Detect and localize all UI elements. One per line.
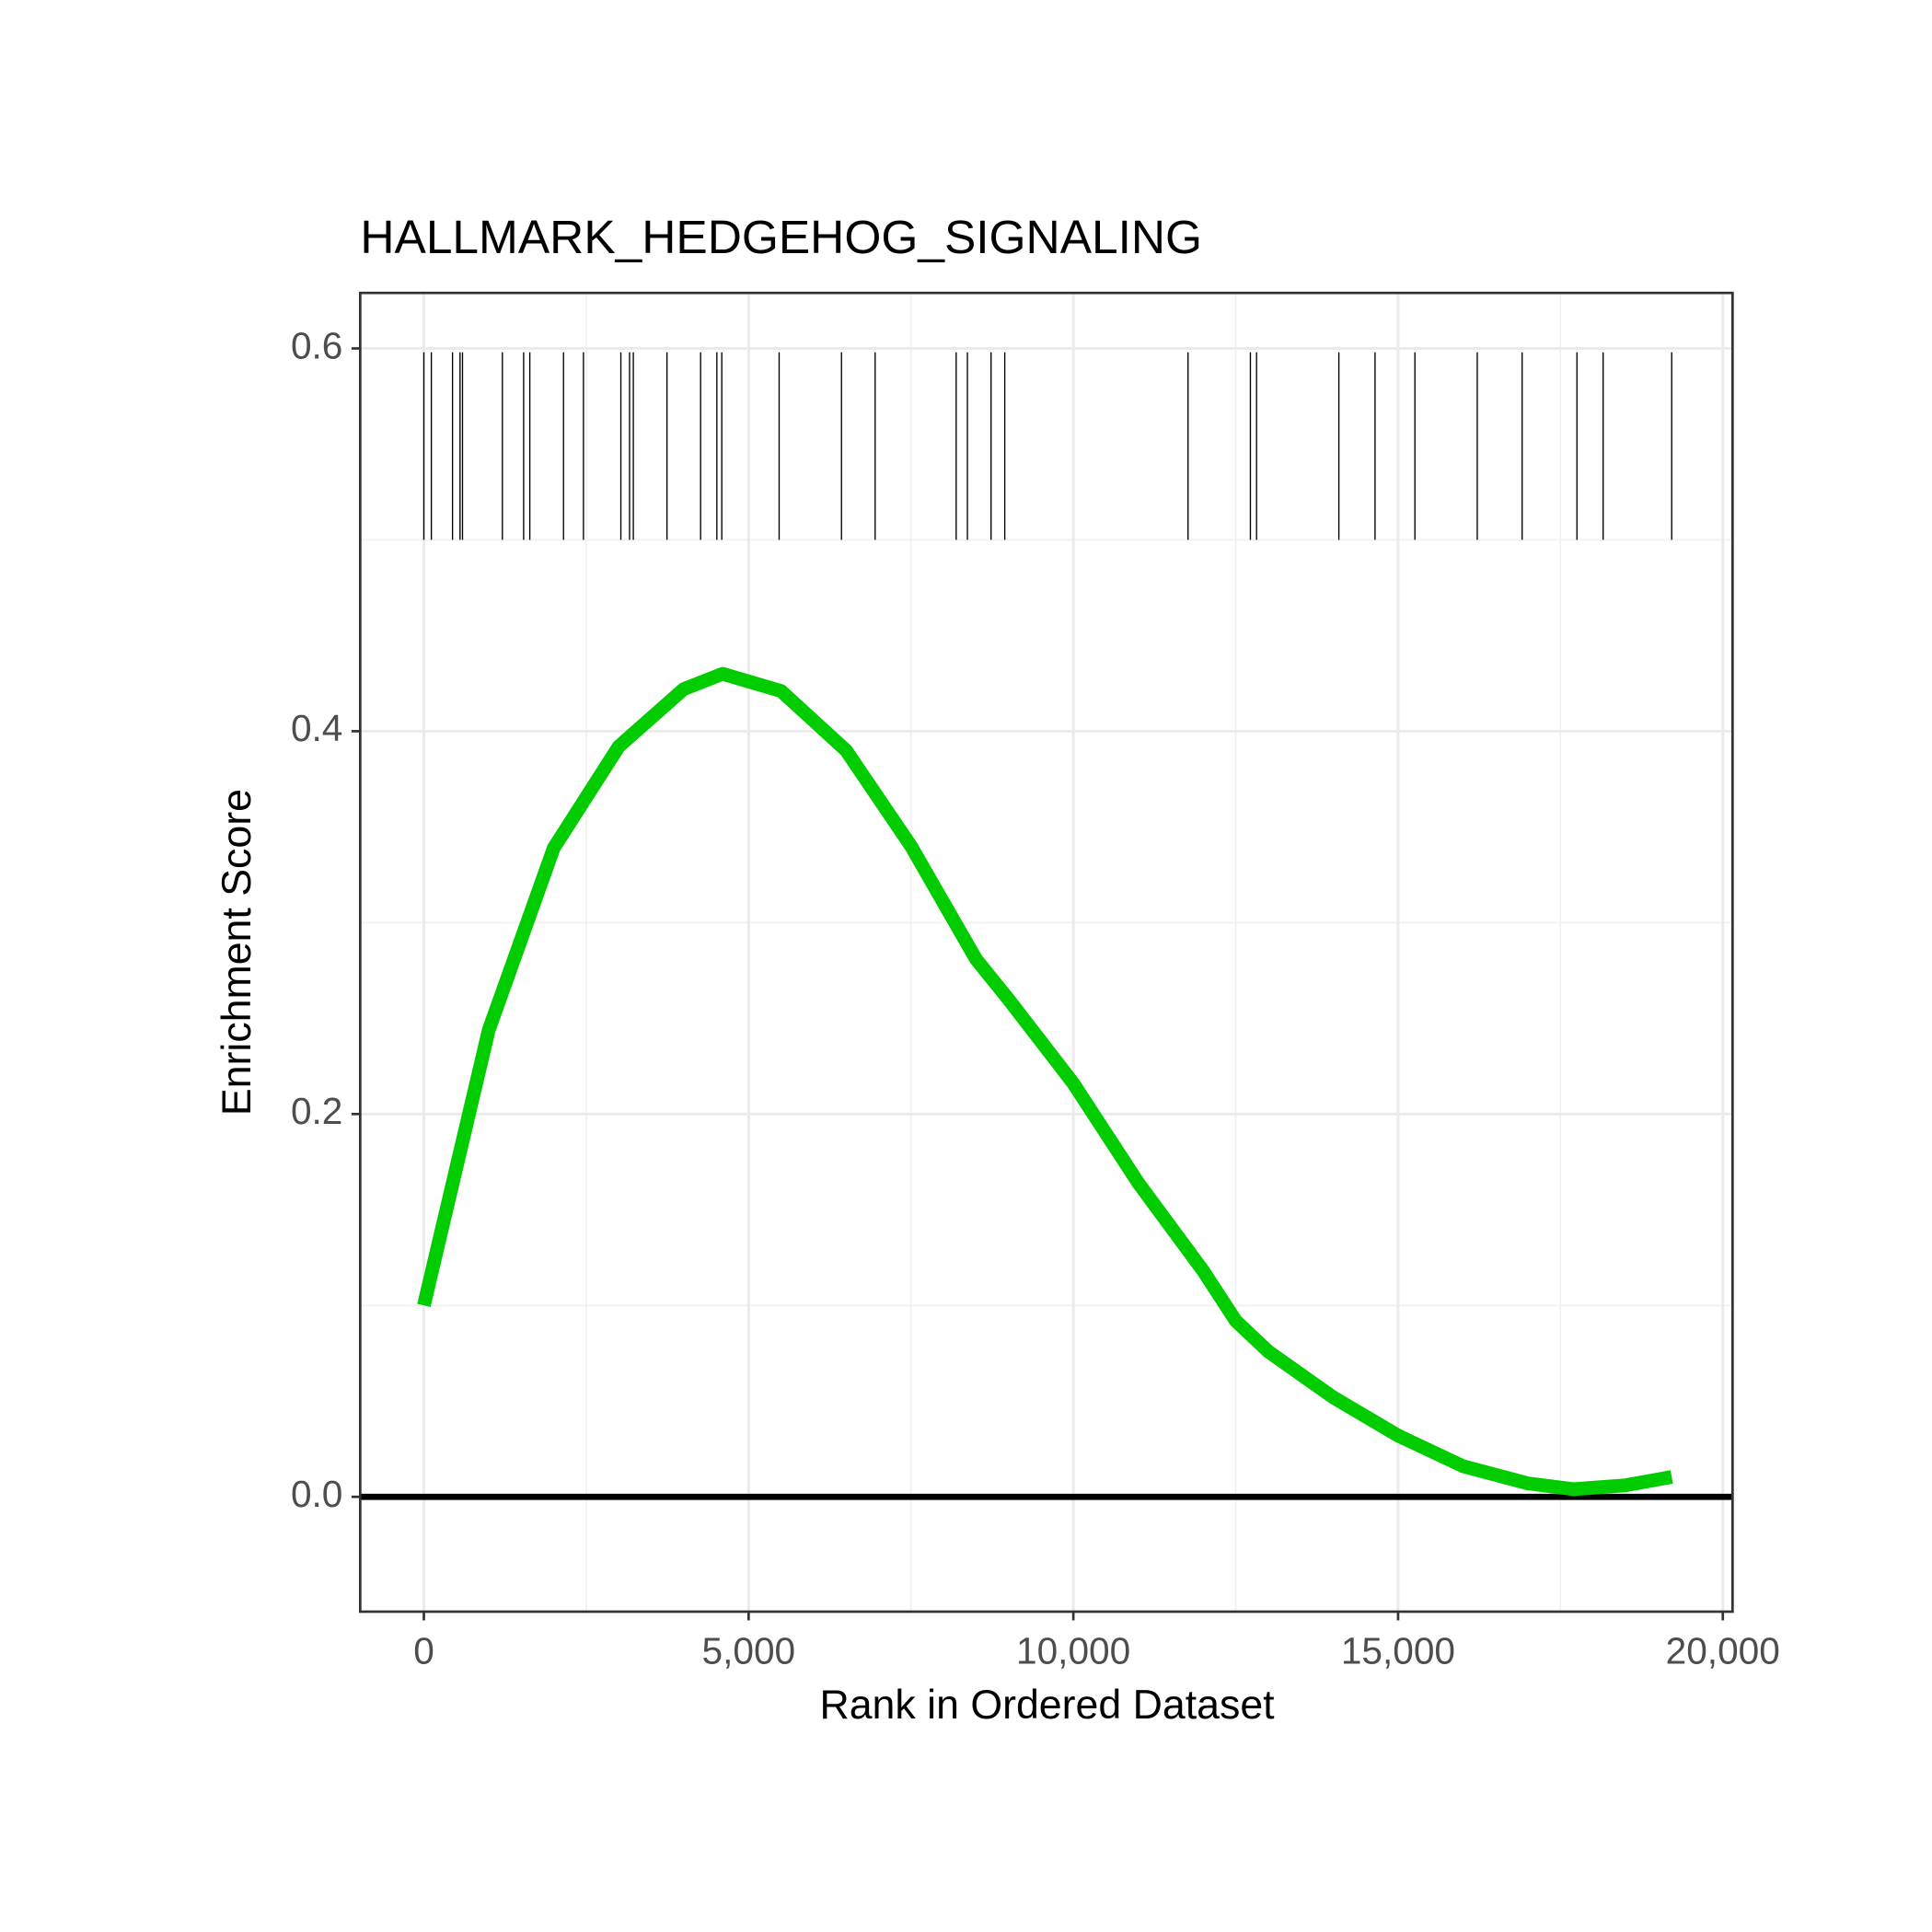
x-tick-label: 10,000 (1016, 1630, 1130, 1672)
x-tick-label: 0 (413, 1630, 434, 1672)
y-axis-title: Enrichment Score (214, 789, 260, 1116)
panel-border (359, 291, 1734, 1614)
chart-title: HALLMARK_HEDGEHOG_SIGNALING (360, 210, 1202, 263)
x-axis-title: Rank in Ordered Dataset (819, 1683, 1275, 1728)
x-tick-label: 20,000 (1666, 1630, 1780, 1672)
y-tick-label: 0.6 (291, 324, 342, 366)
y-tick-label: 0.2 (291, 1090, 342, 1132)
es-curve (417, 666, 1673, 1497)
y-tick-label: 0.4 (291, 707, 342, 749)
x-tick-label: 5,000 (702, 1630, 796, 1672)
y-tick-label: 0.0 (291, 1473, 342, 1515)
x-tick-label: 15,000 (1341, 1630, 1455, 1672)
